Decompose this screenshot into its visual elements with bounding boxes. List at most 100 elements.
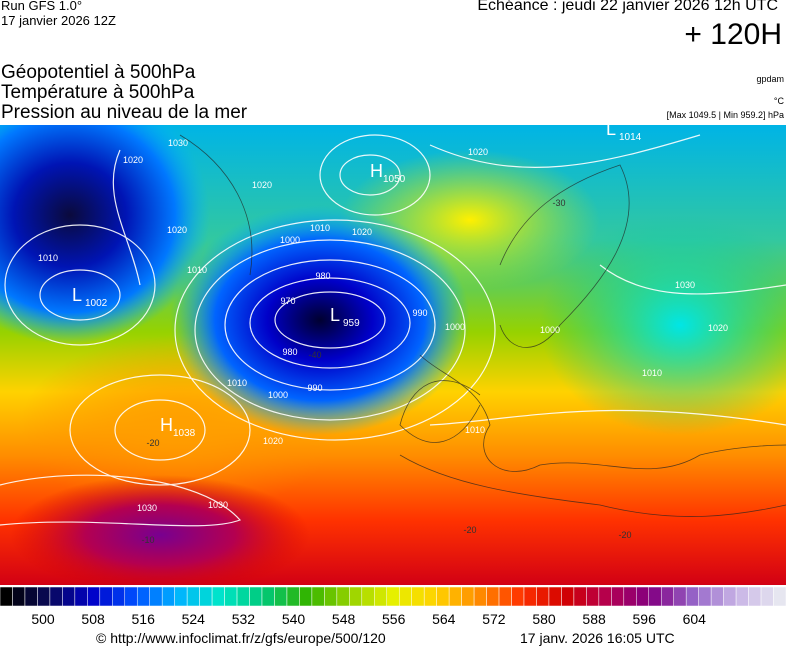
- center-value: 1014: [619, 132, 642, 143]
- colorbar-swatch: [748, 586, 762, 607]
- colorbar-swatch: [523, 586, 537, 607]
- isobar-label: 1020: [123, 155, 143, 165]
- isobar-label: 990: [412, 308, 427, 318]
- coastlines: [179, 134, 786, 517]
- colorbar-label: 556: [382, 611, 406, 627]
- isobar-label: 1010: [642, 368, 662, 378]
- colorbar-swatch: [698, 586, 712, 607]
- colorbar-swatch: [211, 586, 225, 607]
- colorbar-swatch: [174, 586, 188, 607]
- temperature-label: -20: [618, 530, 631, 540]
- colorbar-swatch: [723, 586, 737, 607]
- colorbar-swatch: [536, 586, 550, 607]
- isobar-label: 1010: [310, 223, 330, 233]
- colorbar-swatch: [486, 586, 500, 607]
- colorbar-swatch: [561, 586, 575, 607]
- colorbar-swatch: [274, 586, 288, 607]
- valid-time: Echéance : jeudi 22 janvier 2026 12h UTC: [477, 0, 778, 14]
- colorbar-label: 532: [232, 611, 256, 627]
- center-letter: L: [606, 125, 616, 139]
- colorbar-swatch: [685, 586, 699, 607]
- colorbar-label: 580: [532, 611, 556, 627]
- isobar-label: 1030: [168, 138, 188, 148]
- colorbar-swatch: [636, 586, 650, 607]
- isobar-label: 1020: [167, 225, 187, 235]
- temperature-label: -20: [146, 438, 159, 448]
- field-shade: [10, 475, 310, 585]
- colorbar-label: 588: [582, 611, 606, 627]
- colorbar-swatch: [461, 586, 475, 607]
- colorbar-swatch: [411, 586, 425, 607]
- isobar-label: 1020: [263, 436, 283, 446]
- colorbar-swatch: [12, 586, 26, 607]
- colorbar-swatch: [361, 586, 375, 607]
- colorbar-swatch: [186, 586, 200, 607]
- center-value: 1038: [173, 428, 196, 439]
- colorbar-swatch: [374, 586, 388, 607]
- colorbar-swatch: [548, 586, 562, 607]
- colorbar-swatch: [498, 586, 512, 607]
- isobar-label: 1020: [468, 147, 488, 157]
- isobar-label: 1020: [252, 180, 272, 190]
- center-value: 959: [343, 318, 360, 329]
- colorbar-swatch: [735, 586, 749, 607]
- isobar-label: 1020: [352, 227, 372, 237]
- run: 17 janvier 2026 12Z: [1, 13, 116, 28]
- colorbar-swatch: [224, 586, 238, 607]
- colorbar-swatch: [623, 586, 637, 607]
- center-letter: L: [330, 305, 340, 325]
- colorbar-label: 508: [81, 611, 105, 627]
- isobar-label: 1010: [38, 253, 58, 263]
- colorbar-swatch: [349, 586, 363, 607]
- colorbar-label: 516: [132, 611, 156, 627]
- temperature-label: -30: [552, 198, 565, 208]
- colorbar-label: 540: [282, 611, 306, 627]
- colorbar-swatch: [136, 586, 150, 607]
- unit: gpdam: [756, 74, 784, 84]
- colorbar-label: 572: [482, 611, 506, 627]
- colorbar-swatch: [324, 586, 338, 607]
- isobar-label: 1030: [675, 280, 695, 290]
- center-letter: H: [370, 161, 383, 181]
- colorbar-swatch: [99, 586, 113, 607]
- isobar-label: 1000: [280, 235, 300, 245]
- colorbar-swatch: [124, 586, 138, 607]
- colorbar-swatch: [473, 586, 487, 607]
- lead-time: + 120H: [684, 18, 782, 51]
- colorbar-label: 500: [31, 611, 55, 627]
- colorbar-swatch: [24, 586, 38, 607]
- isobar-label: 1000: [268, 390, 288, 400]
- field-shade: [170, 205, 470, 435]
- isobar-label: 980: [315, 271, 330, 281]
- isobar-label: 970: [280, 296, 295, 306]
- colorbar-swatch: [261, 586, 275, 607]
- colorbar-swatch: [710, 586, 724, 607]
- center-letter: H: [160, 415, 173, 435]
- field: Géopotentiel à 500hPa: [1, 62, 196, 83]
- colorbar: 500 508 516 524 532 540 548 556 564 572 580 588 596 6…: [0, 586, 786, 627]
- colorbar-swatch: [448, 586, 462, 607]
- colorbar-swatch: [660, 586, 674, 607]
- isobar-label: 1000: [540, 325, 560, 335]
- colorbar-swatch: [161, 586, 175, 607]
- field-shade: [540, 215, 786, 435]
- colorbar-swatch: [0, 586, 13, 607]
- colorbar-swatch: [62, 586, 76, 607]
- colorbar-label: 524: [182, 611, 206, 627]
- colorbar-swatch: [673, 586, 687, 607]
- colorbar-swatch: [336, 586, 350, 607]
- model: Run GFS 1.0°: [1, 0, 83, 13]
- isobar-label: 990: [307, 383, 322, 393]
- colorbar-swatch: [398, 586, 412, 607]
- temperature-label: -40: [308, 350, 321, 360]
- colorbar-swatch: [149, 586, 163, 607]
- center-value: 1050: [383, 174, 406, 185]
- colorbar-swatch: [773, 586, 786, 607]
- isobar-label: 1010: [187, 265, 207, 275]
- colorbar-swatch: [112, 586, 126, 607]
- temperature-label: -10: [141, 535, 154, 545]
- colorbar-swatch: [436, 586, 450, 607]
- colorbar-swatch: [199, 586, 213, 607]
